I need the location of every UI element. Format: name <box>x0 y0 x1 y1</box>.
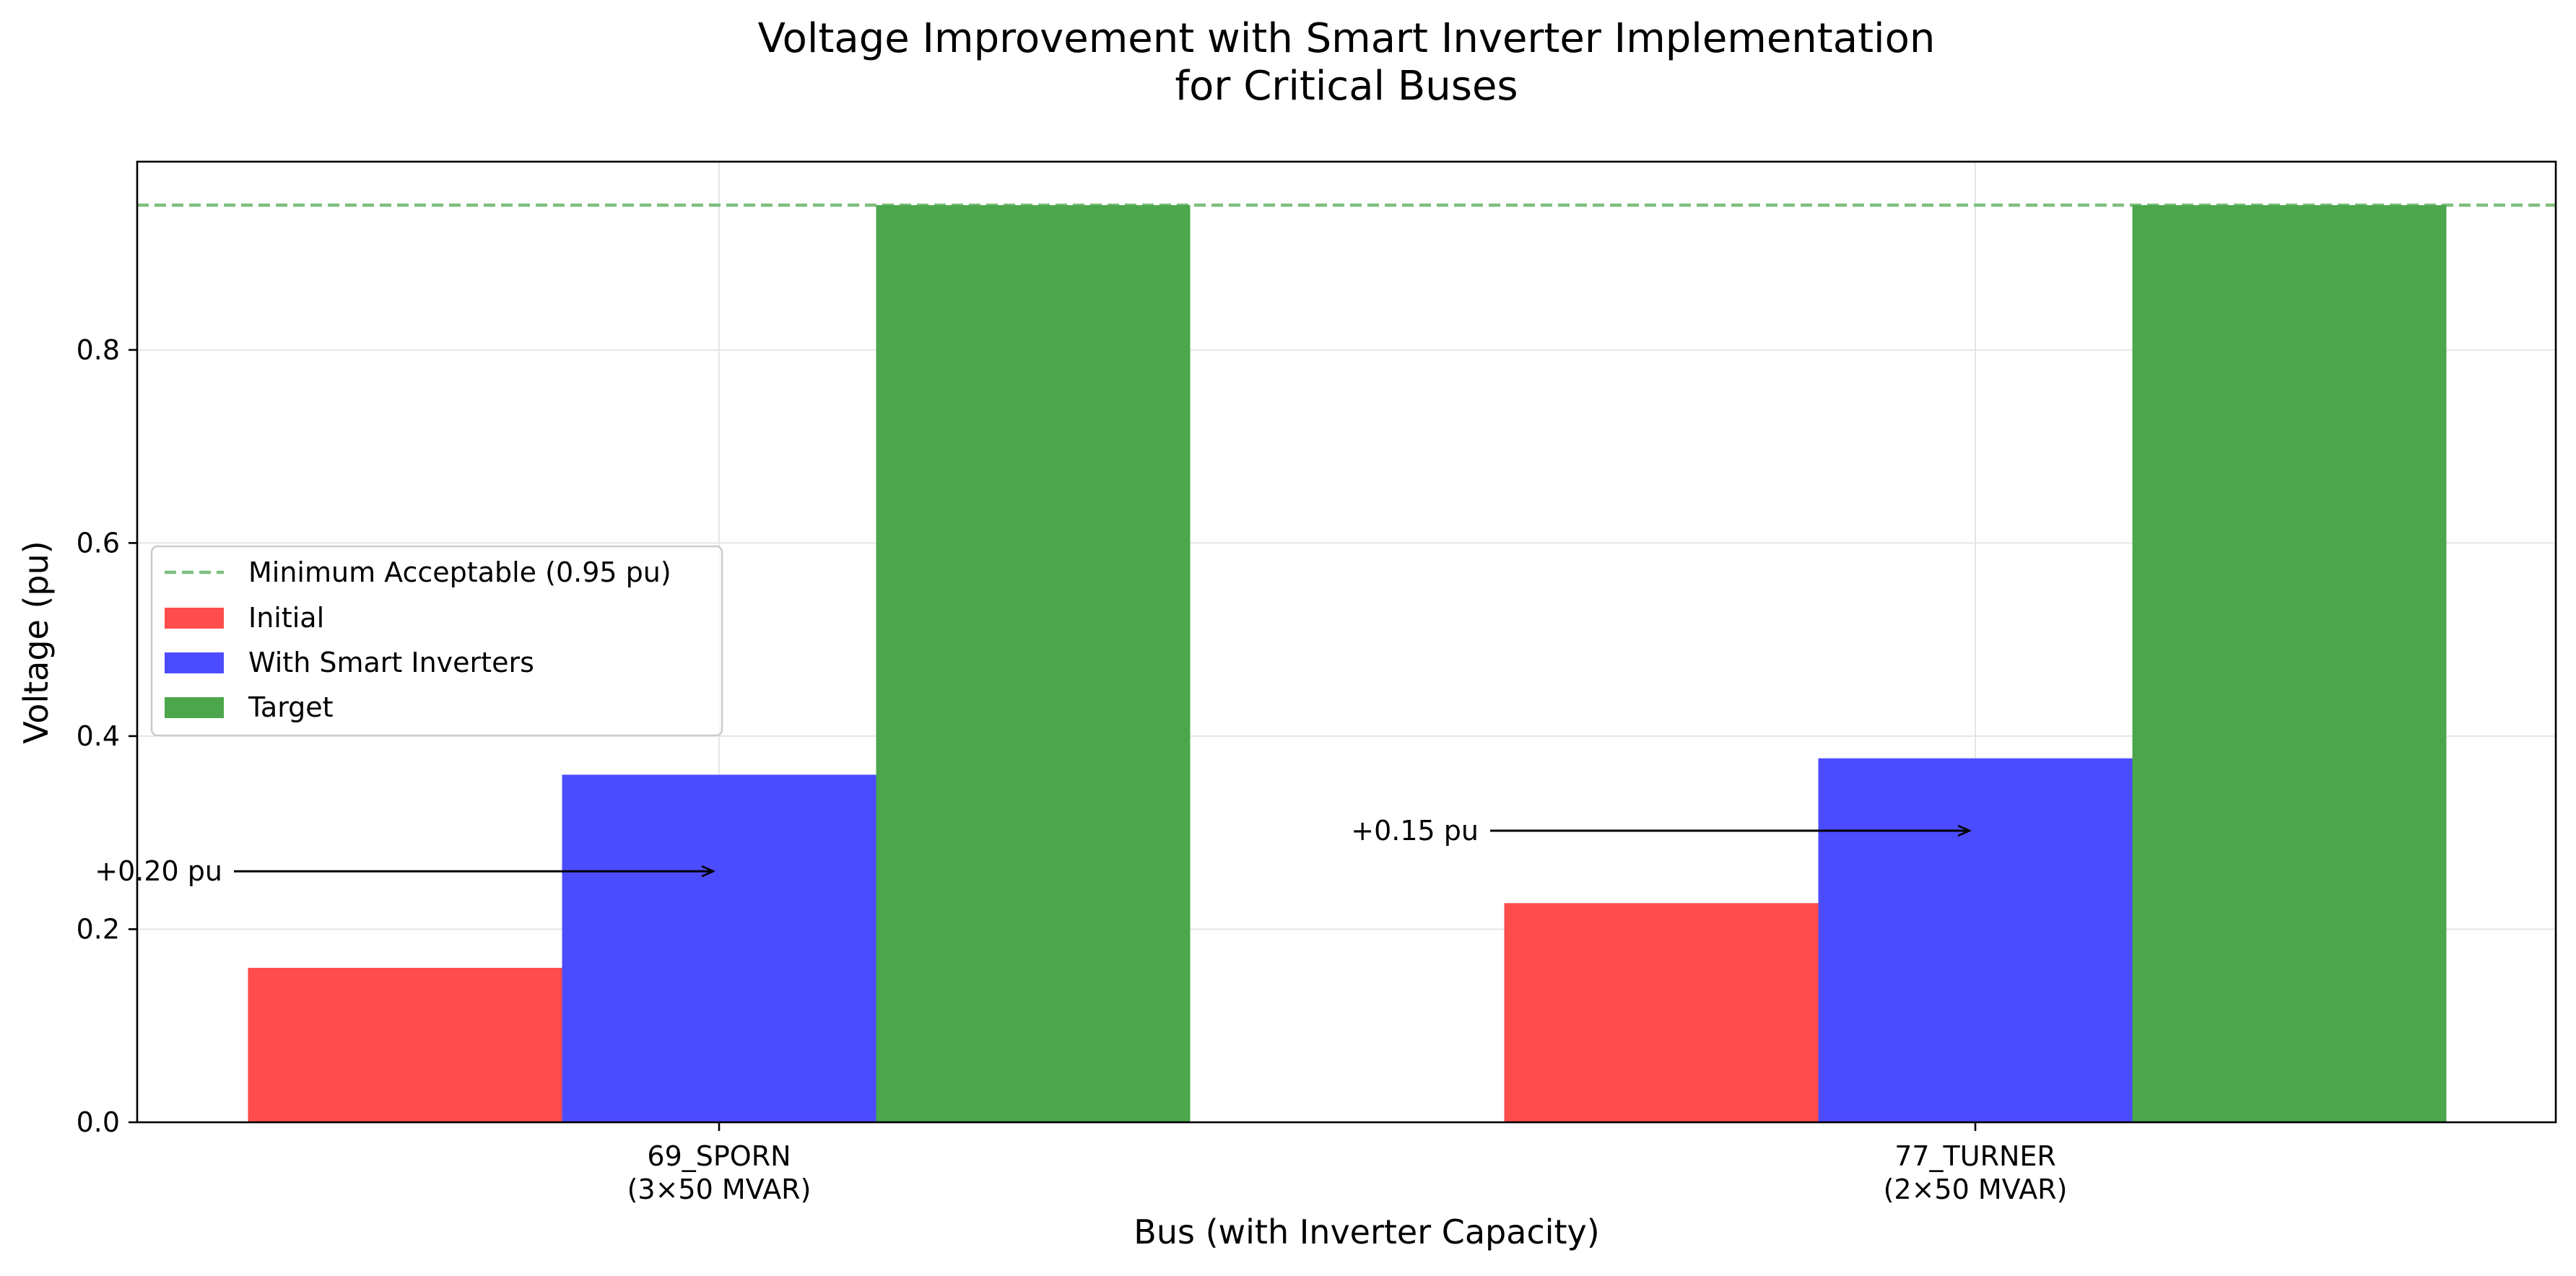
bar-with-smart-inverters <box>1818 758 2133 1122</box>
x-axis-ticks: 69_SPORN(3×50 MVAR) 77_TURNER(2×50 MVAR) <box>627 1122 2068 1205</box>
bar-target <box>2132 205 2447 1122</box>
legend-swatch-initial <box>165 608 224 629</box>
legend: Minimum Acceptable (0.95 pu) Initial Wit… <box>150 545 723 737</box>
plot-frame <box>136 160 2557 1124</box>
chart-title-line-2: for Critical Buses <box>1175 63 1518 110</box>
x-axis-label: Bus (with Inverter Capacity) <box>1133 1212 1599 1251</box>
bar-target <box>876 205 1191 1122</box>
legend-label-initial: Initial <box>248 602 324 634</box>
bar-with-smart-inverters <box>562 774 876 1122</box>
x-tick-label: 69_SPORN <box>647 1140 791 1172</box>
y-tick-label: 0.6 <box>77 527 120 559</box>
legend-label-reference-line: Minimum Acceptable (0.95 pu) <box>248 556 671 588</box>
y-tick-label: 0.2 <box>77 913 120 945</box>
bar-initial <box>1504 903 1819 1122</box>
annotations: +0.20 pu +0.15 pu <box>95 815 1970 887</box>
legend-swatch-target <box>165 697 224 718</box>
y-tick-label: 0.4 <box>77 720 120 752</box>
legend-label-target: Target <box>248 691 334 723</box>
bar-initial <box>248 967 562 1122</box>
x-tick-label: 77_TURNER <box>1894 1140 2056 1172</box>
chart-title-line-1: Voltage Improvement with Smart Inverter … <box>758 15 1936 62</box>
x-tick-label: (3×50 MVAR) <box>627 1174 811 1205</box>
annotation-label: +0.20 pu <box>95 855 222 887</box>
legend-frame <box>150 545 723 737</box>
annotation-label: +0.15 pu <box>1351 815 1479 847</box>
y-axis-ticks: 0.0 0.2 0.4 0.6 0.8 <box>77 334 137 1138</box>
y-tick-label: 0.8 <box>77 334 120 366</box>
legend-swatch-with-smart-inverters <box>165 652 224 673</box>
bars <box>248 205 2447 1122</box>
y-tick-label: 0.0 <box>77 1106 120 1138</box>
y-axis-label: Voltage (pu) <box>17 541 56 743</box>
legend-label-with-smart-inverters: With Smart Inverters <box>248 647 534 678</box>
x-tick-label: (2×50 MVAR) <box>1884 1174 2068 1205</box>
